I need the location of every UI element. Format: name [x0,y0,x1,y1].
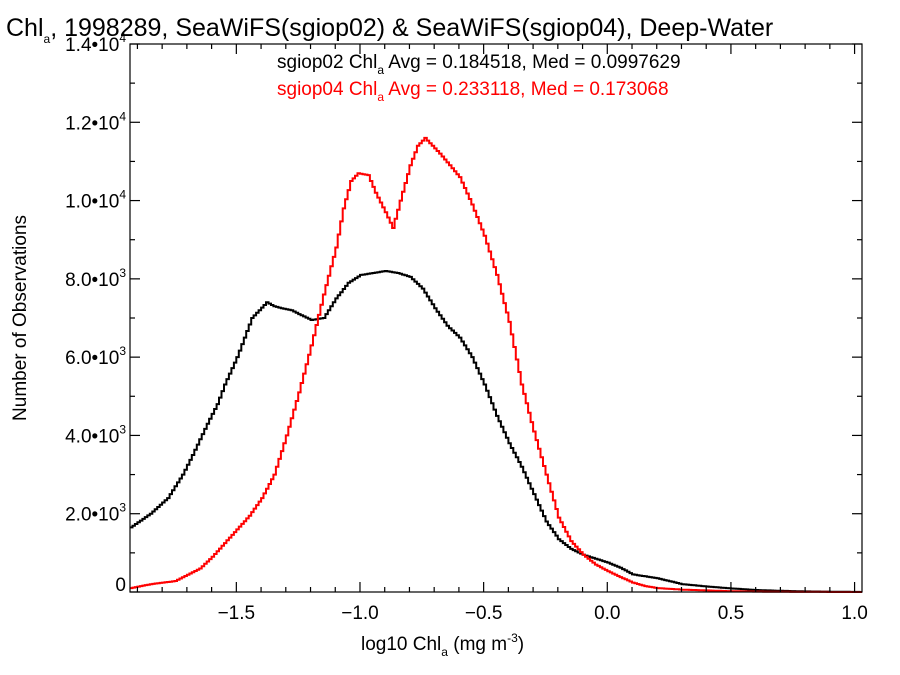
y-tick-label: 0 [115,575,126,596]
annotation-2: sgiop04 Chla Avg = 0.233118, Med = 0.173… [277,79,669,104]
series-layer [130,136,862,593]
plot-frame [129,43,863,593]
y-tick-label: 1.0•104 [65,188,126,213]
axis-ticks [130,43,862,593]
y-tick-label: 1.2•104 [65,109,126,134]
y-tick-label: 2.0•103 [65,501,126,526]
x-axis-label: log10 Chla (mg m-3) [361,631,524,659]
y-tick-label: 4.0•103 [65,422,126,447]
annotation-1: sgiop02 Chla Avg = 0.184518, Med = 0.099… [277,52,681,77]
chart-title: Chla, 1998289, SeaWiFS(sgiop02) & SeaWiF… [6,14,773,46]
x-tick-label: −1.0 [341,603,379,624]
y-tick-labels: 0 2.0•103 4.0•103 6.0•103 8.0•103 1.0•104 1.2•… [65,31,126,596]
x-tick-label: 0.0 [594,603,620,624]
x-tick-label: 0.5 [718,603,744,624]
series-line-2 [130,136,862,593]
series-line-1 [130,270,862,593]
annotations: sgiop02 Chla Avg = 0.184518, Med = 0.099… [277,52,681,104]
y-tick-label: 8.0•103 [65,266,126,291]
x-tick-label: −0.5 [465,603,503,624]
x-tick-labels: −1.5 −1.0 −0.5 0.0 0.5 1.0 [218,603,868,624]
x-tick-label: −1.5 [218,603,256,624]
x-tick-label: 1.0 [841,603,867,624]
y-tick-label: 6.0•103 [65,344,126,369]
y-tick-label: 1.4•104 [65,31,126,56]
y-axis-label: Number of Observations [10,215,31,421]
